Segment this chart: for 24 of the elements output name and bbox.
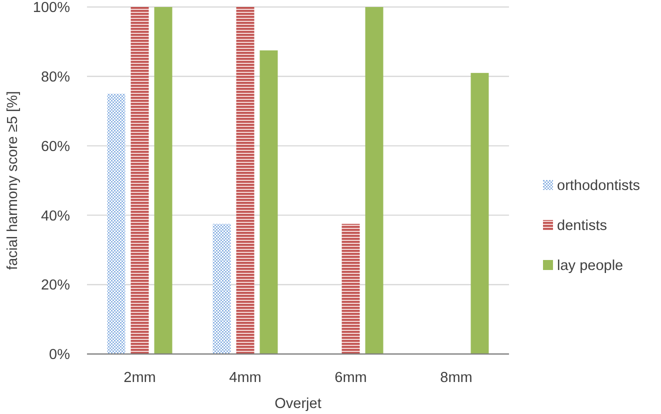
- y-tick-label: 60%: [40, 138, 70, 155]
- x-axis-title: Overjet: [274, 396, 322, 412]
- bar: [236, 7, 254, 354]
- legend-label: dentists: [557, 218, 607, 234]
- legend-label: lay people: [557, 258, 624, 274]
- y-tick-label: 40%: [40, 208, 70, 224]
- x-tick-label: 6mm: [334, 370, 367, 386]
- bar: [342, 224, 360, 354]
- bar: [130, 7, 149, 354]
- y-tick-label: 80%: [40, 69, 70, 86]
- bar: [212, 224, 231, 354]
- y-axis-title: facial harmony score ≥5 [%]: [5, 91, 22, 270]
- bar: [154, 7, 172, 354]
- x-tick-label: 8mm: [440, 370, 472, 386]
- y-tick-label: 0%: [49, 347, 70, 364]
- bar: [260, 50, 278, 354]
- y-tick-label: 20%: [40, 278, 70, 294]
- bar: [107, 94, 126, 354]
- bar: [470, 72, 489, 354]
- bar: [365, 7, 384, 354]
- y-tick-label: 100%: [32, 0, 70, 16]
- legend-label: orthodontists: [557, 178, 640, 194]
- x-tick-label: 2mm: [124, 370, 156, 386]
- x-tick-label: 4mm: [229, 370, 262, 386]
